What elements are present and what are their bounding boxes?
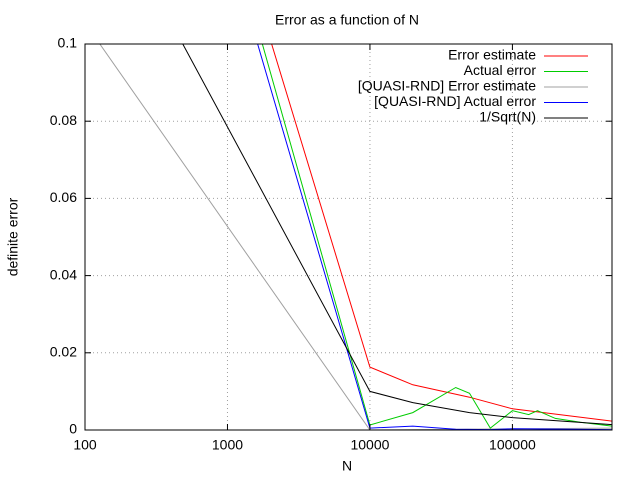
x-tick-label: 100: [73, 437, 97, 453]
y-tick-label: 0: [69, 421, 77, 437]
y-tick-label: 0.08: [50, 112, 77, 128]
legend-label: [QUASI-RND] Actual error: [374, 93, 536, 109]
y-tick-label: 0.02: [50, 344, 77, 360]
x-tick-label: 1000: [212, 437, 243, 453]
series-line: [261, 44, 612, 429]
series-line: [271, 44, 612, 422]
legend-label: Error estimate: [448, 47, 536, 63]
y-tick-label: 0.06: [50, 189, 77, 205]
chart-title: Error as a function of N: [275, 12, 419, 28]
axes-layer: 0 0.02 0.04 0.06 0.08 0.1 100 1000 10000 100000 Er…: [50, 35, 612, 453]
legend-label: Actual error: [464, 62, 537, 78]
legend-label: 1/Sqrt(N): [479, 109, 536, 125]
y-tick-label: 0.04: [50, 266, 77, 282]
x-tick-label: 10000: [350, 437, 389, 453]
x-tick-label: 100000: [489, 437, 536, 453]
y-axis-label: definite error: [5, 197, 21, 276]
legend-label: [QUASI-RND] Error estimate: [358, 78, 536, 94]
series-line: [182, 44, 612, 426]
x-axis-label: N: [342, 458, 352, 474]
y-tick-label: 0.1: [58, 35, 78, 51]
plot-frame: [84, 43, 613, 431]
